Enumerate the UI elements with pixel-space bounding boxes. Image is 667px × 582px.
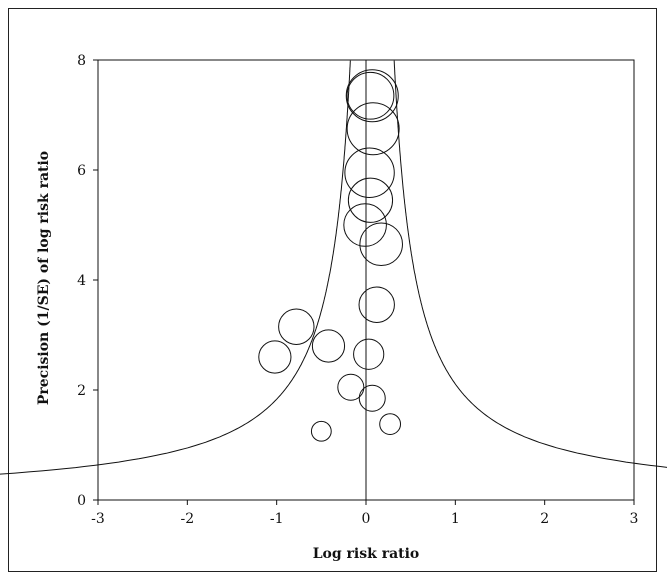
study-point [344,147,395,198]
funnel-left-line [0,60,351,475]
y-tick-label: 0 [77,493,86,509]
y-tick-label: 2 [77,383,86,399]
y-axis-title: Precision (1/SE) of log risk ratio [36,151,52,405]
study-point [358,384,386,412]
x-tick-label: -3 [91,511,105,527]
study-point [310,420,332,442]
x-tick-label: 1 [451,511,460,527]
x-axis-title: Log risk ratio [313,546,420,562]
study-point [347,177,394,223]
x-tick-label: 2 [540,511,549,527]
funnel-lines [0,60,667,500]
chart-frame [8,8,657,572]
study-point [346,71,395,120]
axes [93,59,635,505]
x-tick-label: -1 [270,511,284,527]
study-point [278,308,315,345]
study-point [346,102,400,156]
tick-labels: -3 -2 -1 0 1 2 3 0 2 4 6 8 [77,53,638,527]
funnel-right-line [393,60,667,468]
study-point [337,373,365,401]
y-tick-label: 8 [77,53,86,69]
study-point [353,338,385,370]
x-tick-label: 3 [630,511,639,527]
study-point [359,222,403,267]
study-point [358,286,395,323]
x-tick-label: 0 [362,511,371,527]
study-points [258,69,403,442]
study-point [311,329,346,363]
x-tick-label: -2 [181,511,195,527]
study-point [258,340,292,374]
y-tick-label: 4 [77,273,86,289]
study-point [345,69,399,123]
study-point [343,203,387,247]
y-tick-label: 6 [77,163,86,179]
study-point [379,413,402,436]
